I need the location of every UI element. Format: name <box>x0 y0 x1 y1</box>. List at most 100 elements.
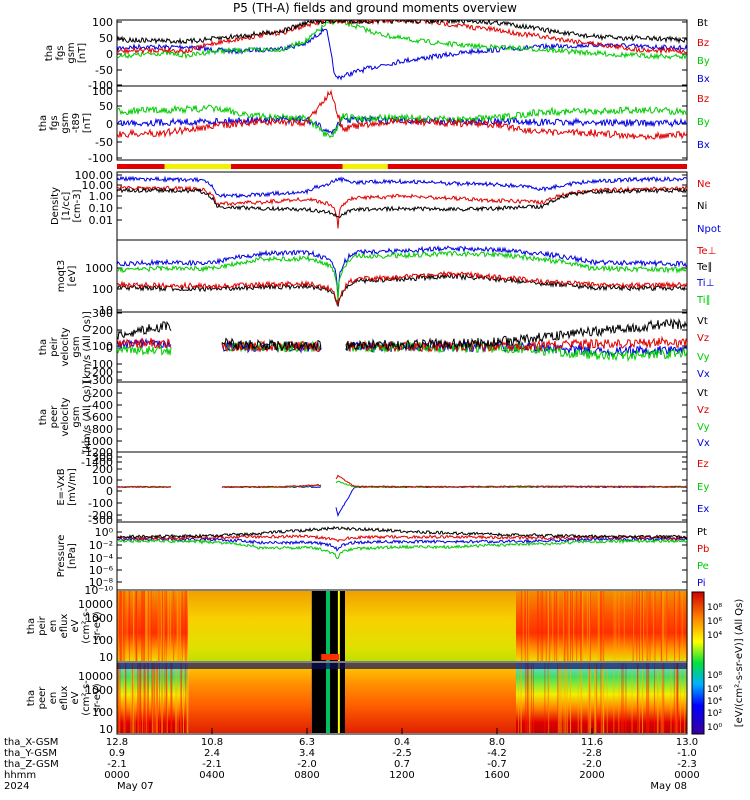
series-line-Bz <box>117 89 687 141</box>
series-line-Pe <box>117 538 687 559</box>
spectrogram-stripe <box>556 591 558 661</box>
spectrogram-stripe <box>577 663 579 733</box>
spectrogram-stripe <box>159 663 161 733</box>
panel-frame <box>116 85 688 161</box>
y-label-line: tha <box>44 45 55 61</box>
spectrogram-stripe <box>648 663 650 733</box>
y-tick-label: 300 <box>92 307 113 320</box>
panel-temperature: moqt3 [eV] 1000 100 10 Te⊥ Te∥ Ti⊥ Ti∥ <box>56 239 716 317</box>
y-axis-label: tha peir en eflux eV (cm²-s-sr-eV) <box>26 608 103 644</box>
spectrogram-stripe <box>562 591 564 661</box>
spectrogram-stripe <box>171 663 173 733</box>
legend-entry: Vy <box>697 422 710 433</box>
y-label-line: eflux <box>59 614 70 639</box>
panel-fgs-gsm: tha fgs gsm [nT] 100 50 0 -50 -100 Bt Bz By Bx <box>44 16 710 92</box>
mode-segment <box>117 164 165 169</box>
spectrogram-stripe <box>154 663 156 733</box>
spectrogram-stripe <box>130 663 132 733</box>
y-label-line: peer <box>37 686 48 710</box>
y-tick-label: 100 <box>92 340 113 353</box>
y-tick-label: -100 <box>88 152 113 165</box>
legend-entry: Ni <box>697 201 707 212</box>
spectrogram-stripe <box>540 591 542 661</box>
series-line-Pb <box>117 534 687 543</box>
series-line-Bt <box>117 20 687 45</box>
y-label-line: moqt3 <box>56 260 67 293</box>
y-label-line: [cm-3] <box>72 189 83 222</box>
series-group <box>117 245 687 307</box>
spectrogram-stripe <box>677 663 679 733</box>
y-label-line: velocity <box>60 327 71 366</box>
series-line-Te⊥ <box>117 270 687 306</box>
spectrogram-stripe <box>165 591 167 661</box>
y-tick-labels: 300 200 1000 -100-200-300 <box>88 307 687 387</box>
legend-entry: Ey <box>697 482 709 493</box>
y-tick-label: 10⁰ <box>95 526 114 539</box>
colorbar-label: [eV/(cm²-s-sr-eV)] (All Qs) <box>734 599 745 728</box>
legend-entry: Pe <box>697 561 709 572</box>
x-axis-value: -2.1 <box>202 759 222 770</box>
y-tick-label: 200 <box>92 324 113 337</box>
y-tick-label: 0.01 <box>89 214 114 227</box>
x-axis-value: 1200 <box>389 770 414 781</box>
x-axis-value: 12.8 <box>106 737 128 748</box>
spectrogram-stripe <box>527 591 529 661</box>
spectrogram-stripe <box>563 663 565 733</box>
spectrogram-stripe <box>165 663 167 733</box>
y-tick-label: 10⁻⁴ <box>89 552 114 565</box>
y-tick-label: 100 <box>92 474 113 487</box>
spectrogram-stripe <box>623 591 625 661</box>
spectrogram-stripe <box>149 591 151 661</box>
series-line-Pt <box>117 525 687 540</box>
legend-entry: Ti⊥ <box>696 278 714 289</box>
spectrogram-stripe <box>135 591 137 661</box>
spectrogram-stripe <box>145 591 147 661</box>
legend-entry: Pt <box>697 527 707 538</box>
y-tick-label: -100 <box>88 497 113 510</box>
spectrogram-stripe <box>167 591 169 661</box>
spectrogram <box>116 589 688 663</box>
spectrogram-stripe <box>147 663 149 733</box>
spectrogram-stripe <box>594 663 596 733</box>
spectrogram-stripe <box>150 591 152 661</box>
spectrogram-stripe <box>663 663 665 733</box>
series-line-Ti⊥ <box>117 245 687 298</box>
y-label-line: (cm²-s- <box>81 608 92 644</box>
y-label-line: [nT] <box>82 113 93 133</box>
y-label-line: peir <box>37 615 48 635</box>
y-label-line: sr-eV) <box>92 683 103 712</box>
spectrogram-stripe <box>170 591 172 661</box>
spectrogram-stripe <box>580 663 582 733</box>
y-label-line: eV <box>70 619 81 632</box>
spectrogram-stripe <box>637 663 639 733</box>
spectrogram-block <box>188 591 312 661</box>
y-axis-label: tha fgs gsm -t89 [nT] <box>38 112 93 133</box>
spectrogram-stripe <box>594 663 596 733</box>
spectrogram-stripe <box>143 591 145 661</box>
y-axis-label: Pressure [nPa] <box>56 535 78 578</box>
spectrogram-stripe <box>660 663 662 733</box>
y-label-line: peir <box>49 336 60 356</box>
spectrogram-stripe <box>675 591 677 661</box>
series-line-Ni <box>117 187 687 219</box>
spectrogram-stripe <box>662 591 664 661</box>
y-tick-label: -1200 <box>81 446 113 459</box>
spectrogram-stripe <box>155 663 157 733</box>
spectrogram-stripe <box>182 663 184 733</box>
spectrogram-stripe <box>529 663 531 733</box>
spectrogram-feature <box>117 663 687 669</box>
spectrogram-stripe <box>160 663 162 733</box>
y-tick-labels: 100 50 0 -50 -100 <box>88 85 687 165</box>
spectrogram-stripe <box>122 591 124 661</box>
spectrogram-stripe <box>522 591 524 661</box>
spectrogram-stripe <box>602 663 604 733</box>
y-tick-label: 200 <box>92 463 113 476</box>
y-tick-label: 100 <box>92 85 113 98</box>
x-axis-value: 0000 <box>104 770 129 781</box>
series-group <box>117 20 687 81</box>
spectrogram-stripe <box>170 663 172 733</box>
spectrogram-stripe <box>568 591 570 661</box>
legend-entry: Npot <box>697 224 721 235</box>
